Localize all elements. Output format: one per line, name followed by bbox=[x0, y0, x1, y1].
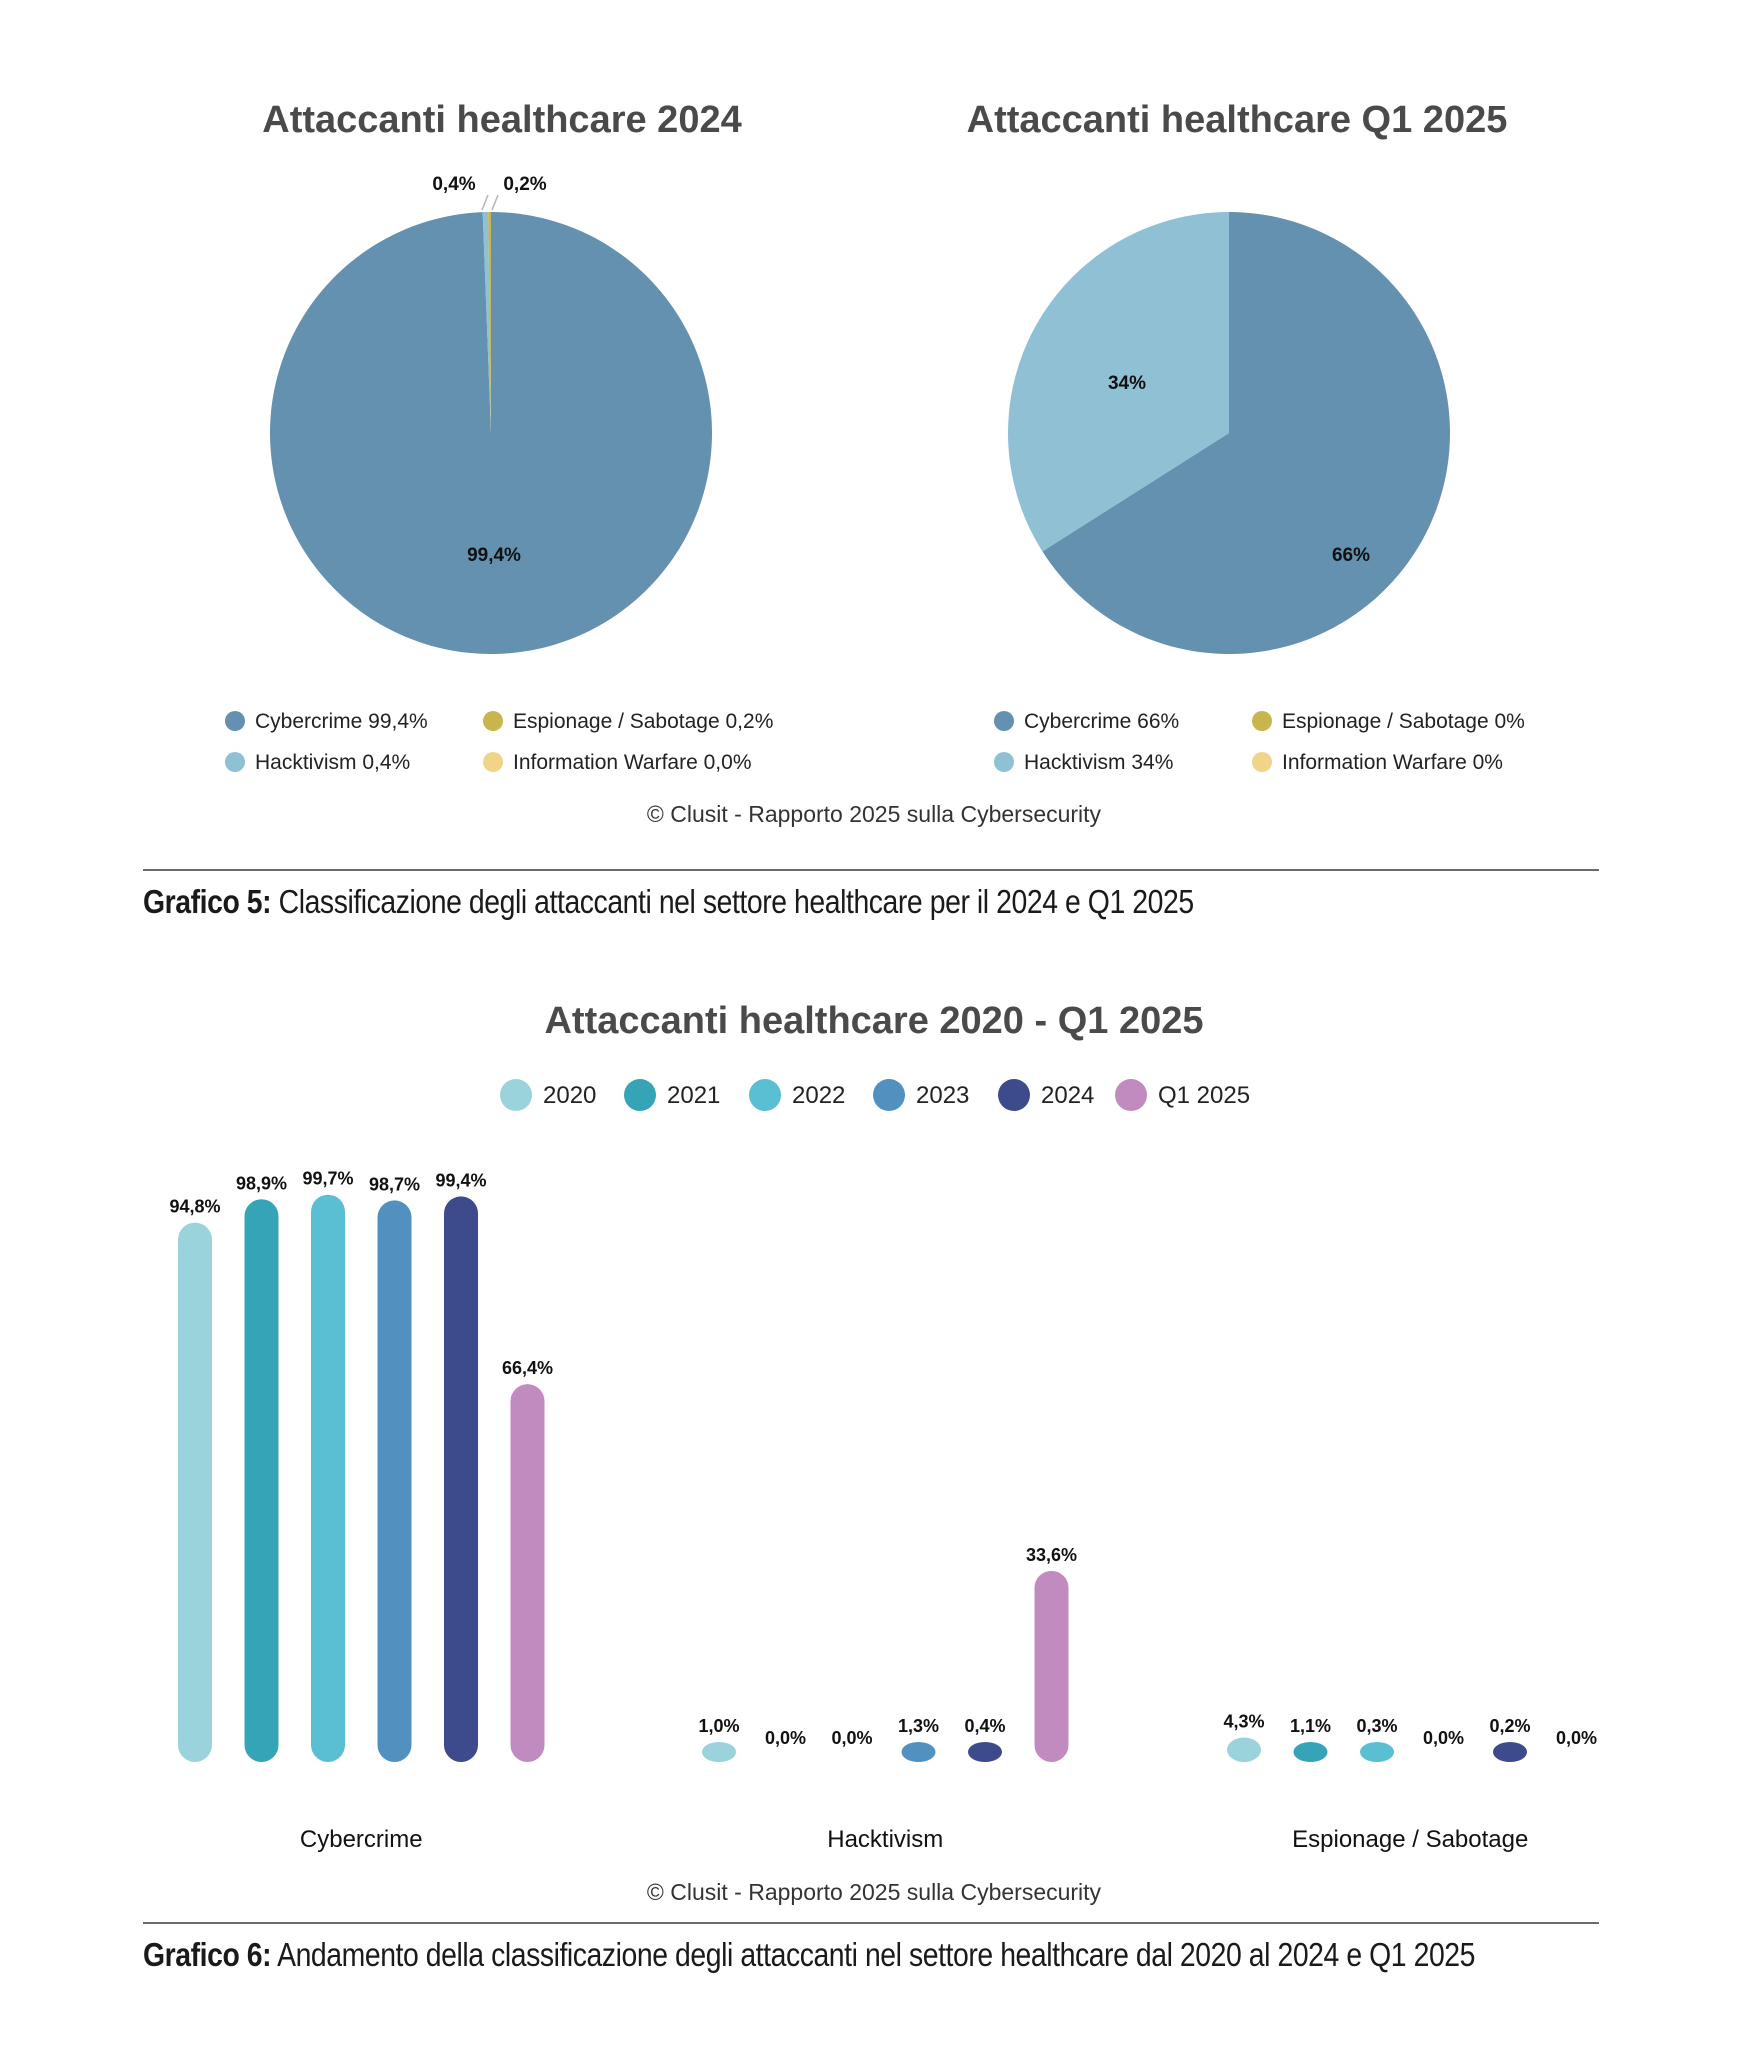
caption-6-label: Grafico 6: bbox=[143, 1936, 272, 1973]
pie-label-hacktivism: 34% bbox=[1108, 373, 1146, 394]
bar-label-hacktivism-2021: 0,0% bbox=[765, 1728, 806, 1748]
pie-slice-espionage-sabotage bbox=[488, 212, 491, 433]
legend-label-2021: 2021 bbox=[667, 1082, 720, 1109]
pie-slice-cybercrime bbox=[1042, 212, 1451, 655]
copyright-note-1: © Clusit - Rapporto 2025 sulla Cybersecu… bbox=[647, 801, 1102, 827]
divider-2 bbox=[143, 1922, 1599, 1924]
bar-label-cybercrime-2021: 98,9% bbox=[236, 1173, 287, 1193]
legend-dot-cybercrime bbox=[994, 711, 1014, 731]
pie-2024-legend: Cybercrime 99,4% Espionage / Sabotage 0,2… bbox=[225, 710, 773, 774]
legend-label-information-warfare: Information Warfare 0% bbox=[1282, 751, 1503, 774]
pie-slice-cybercrime bbox=[269, 212, 712, 654]
bar-label-espionage-sabotage-2021: 1,1% bbox=[1290, 1716, 1331, 1736]
legend-label-q1-2025: Q1 2025 bbox=[1158, 1082, 1250, 1109]
legend-label-cybercrime: Cybercrime 99,4% bbox=[255, 710, 428, 733]
legend-dot-q1-2025 bbox=[1115, 1079, 1147, 1111]
bar-hacktivism-q1-2025 bbox=[1034, 1570, 1069, 1762]
bar-hacktivism-2023 bbox=[901, 1742, 936, 1762]
bar-label-espionage-sabotage-2020: 4,3% bbox=[1223, 1712, 1264, 1732]
bar-espionage-sabotage-2020 bbox=[1227, 1737, 1261, 1762]
bar-cybercrime-2023 bbox=[377, 1200, 412, 1762]
caption-6-text: Andamento della classificazione degli at… bbox=[271, 1936, 1476, 1973]
legend-label-espionage-sabotage: Espionage / Sabotage 0,2% bbox=[513, 710, 773, 733]
pie-label-espionage-sabotage: 0,2% bbox=[503, 174, 546, 195]
legend-dot-information-warfare bbox=[1252, 752, 1272, 772]
bar-chart-legend: 2020 2021 2022 2023 2024 Q1 2025 bbox=[500, 1079, 1250, 1111]
legend-label-2020: 2020 bbox=[543, 1082, 596, 1109]
bar-label-espionage-sabotage-2022: 0,3% bbox=[1356, 1716, 1397, 1736]
bar-label-cybercrime-q1-2025: 66,4% bbox=[502, 1358, 553, 1378]
caption-5-text: Classificazione degli attaccanti nel set… bbox=[271, 883, 1194, 920]
copyright-note-2: © Clusit - Rapporto 2025 sulla Cybersecu… bbox=[647, 1879, 1102, 1905]
bar-espionage-sabotage-2021 bbox=[1293, 1742, 1328, 1762]
bar-label-hacktivism-q1-2025: 33,6% bbox=[1026, 1545, 1077, 1565]
legend-dot-2024 bbox=[998, 1079, 1030, 1111]
pie-chart-2024: 99,4% 0,4% 0,2% bbox=[269, 174, 712, 654]
bar-label-hacktivism-2023: 1,3% bbox=[898, 1716, 939, 1736]
caption-grafico-6: Grafico 6: Andamento della classificazio… bbox=[143, 1936, 1475, 1974]
bar-cybercrime-q1-2025 bbox=[510, 1384, 545, 1762]
legend-dot-espionage-sabotage bbox=[483, 711, 503, 731]
leader-line bbox=[481, 194, 489, 211]
bar-label-espionage-sabotage-2023: 0,0% bbox=[1423, 1728, 1464, 1748]
pie-q1-2025-title: Attaccanti healthcare Q1 2025 bbox=[967, 99, 1508, 141]
bar-label-cybercrime-2024: 99,4% bbox=[435, 1170, 486, 1190]
bar-cybercrime-2021 bbox=[244, 1199, 279, 1762]
divider-1 bbox=[143, 869, 1599, 871]
caption-grafico-5: Grafico 5: Classificazione degli attacca… bbox=[143, 883, 1194, 921]
legend-dot-cybercrime bbox=[225, 711, 245, 731]
pie-slice-hacktivism bbox=[1008, 212, 1229, 552]
legend-label-2022: 2022 bbox=[792, 1082, 845, 1109]
legend-dot-espionage-sabotage bbox=[1252, 711, 1272, 731]
leader-line bbox=[491, 194, 499, 211]
legend-dot-hacktivism bbox=[994, 752, 1014, 772]
category-label-cybercrime: Cybercrime bbox=[300, 1826, 423, 1853]
legend-label-cybercrime: Cybercrime 66% bbox=[1024, 710, 1179, 733]
legend-dot-2021 bbox=[624, 1079, 656, 1111]
legend-dot-information-warfare bbox=[483, 752, 503, 772]
bar-hacktivism-2020 bbox=[702, 1742, 736, 1762]
pie-label-hacktivism: 0,4% bbox=[432, 174, 475, 195]
legend-dot-2023 bbox=[873, 1079, 905, 1111]
bar-label-cybercrime-2023: 98,7% bbox=[369, 1174, 420, 1194]
category-label-hacktivism: Hacktivism bbox=[827, 1826, 943, 1853]
pie-label-cybercrime: 99,4% bbox=[467, 545, 521, 566]
bar-label-hacktivism-2022: 0,0% bbox=[831, 1728, 872, 1748]
bar-hacktivism-2024 bbox=[968, 1742, 1002, 1762]
bar-label-cybercrime-2020: 94,8% bbox=[169, 1197, 220, 1217]
pie-2024-title: Attaccanti healthcare 2024 bbox=[262, 99, 741, 141]
legend-label-espionage-sabotage: Espionage / Sabotage 0% bbox=[1282, 710, 1525, 733]
bar-chart: 94,8% 98,9% 99,7% 98,7% 99,4% 66,4% Cybercrime… bbox=[169, 1169, 1597, 1853]
legend-label-information-warfare: Information Warfare 0,0% bbox=[513, 751, 752, 774]
legend-dot-2022 bbox=[749, 1079, 781, 1111]
bar-espionage-sabotage-2022 bbox=[1360, 1742, 1394, 1762]
legend-dot-2020 bbox=[500, 1079, 532, 1111]
bar-cybercrime-2020 bbox=[178, 1222, 212, 1762]
legend-label-hacktivism: Hacktivism 0,4% bbox=[255, 751, 410, 774]
bar-label-hacktivism-2020: 1,0% bbox=[698, 1716, 739, 1736]
bar-label-espionage-sabotage-q1-2025: 0,0% bbox=[1556, 1728, 1597, 1748]
pie-chart-q1-2025: 66% 34% bbox=[1008, 212, 1451, 655]
legend-dot-hacktivism bbox=[225, 752, 245, 772]
legend-label-2024: 2024 bbox=[1041, 1082, 1094, 1109]
bar-label-hacktivism-2024: 0,4% bbox=[964, 1716, 1005, 1736]
bar-label-cybercrime-2022: 99,7% bbox=[302, 1169, 353, 1189]
bar-cybercrime-2024 bbox=[444, 1196, 478, 1762]
legend-label-2023: 2023 bbox=[916, 1082, 969, 1109]
bar-espionage-sabotage-2024 bbox=[1493, 1742, 1527, 1762]
caption-5-label: Grafico 5: bbox=[143, 883, 272, 920]
legend-label-hacktivism: Hacktivism 34% bbox=[1024, 751, 1173, 774]
bar-label-espionage-sabotage-2024: 0,2% bbox=[1489, 1716, 1530, 1736]
pie-q1-2025-legend: Cybercrime 66% Espionage / Sabotage 0% Hac… bbox=[994, 710, 1525, 774]
category-label-espionage-sabotage: Espionage / Sabotage bbox=[1292, 1826, 1528, 1853]
pie-label-cybercrime: 66% bbox=[1332, 545, 1370, 566]
bar-cybercrime-2022 bbox=[311, 1194, 345, 1762]
bar-chart-title: Attaccanti healthcare 2020 - Q1 2025 bbox=[544, 1000, 1203, 1042]
pie-slice-hacktivism bbox=[482, 212, 491, 433]
